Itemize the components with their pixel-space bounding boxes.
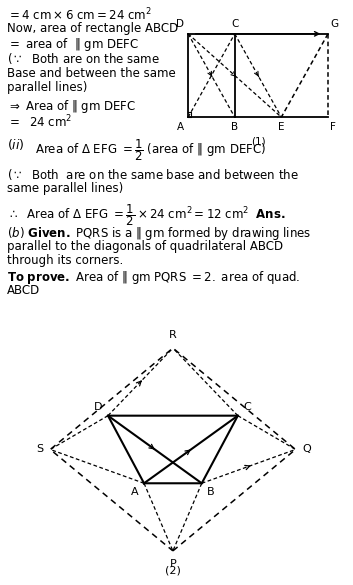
- Text: $=$ area of  $\|$ gm DEFC: $=$ area of $\|$ gm DEFC: [7, 36, 139, 53]
- Text: D: D: [94, 402, 102, 412]
- Text: $\Rightarrow$ Area of $\|$ gm DEFC: $\Rightarrow$ Area of $\|$ gm DEFC: [7, 98, 136, 115]
- Text: E: E: [278, 122, 285, 132]
- Text: $\therefore$  Area of $\Delta$ EFG $= \dfrac{1}{2} \times 24\ \mathsf{cm}^2 = 12: $\therefore$ Area of $\Delta$ EFG $= \df…: [7, 202, 286, 228]
- Text: B: B: [231, 122, 238, 132]
- Text: through its corners.: through its corners.: [7, 254, 123, 267]
- Text: Now, area of rectangle ABCD: Now, area of rectangle ABCD: [7, 22, 178, 35]
- Text: (2): (2): [165, 565, 181, 575]
- Text: C: C: [244, 402, 251, 412]
- Text: (1): (1): [251, 136, 265, 146]
- Text: $(\because$  Both are on the same: $(\because$ Both are on the same: [7, 51, 160, 67]
- Text: B: B: [207, 487, 214, 497]
- Text: $= 4\ \mathsf{cm} \times 6\ \mathsf{cm} = 24\ \mathsf{cm}^2$: $= 4\ \mathsf{cm} \times 6\ \mathsf{cm} …: [7, 7, 152, 23]
- Text: Area of $\Delta$ EFG $= \dfrac{1}{2}$ (area of $\|$ gm DEFC): Area of $\Delta$ EFG $= \dfrac{1}{2}$ (a…: [35, 137, 267, 163]
- Text: P: P: [169, 559, 176, 569]
- Text: R: R: [169, 329, 177, 340]
- Text: F: F: [330, 122, 336, 132]
- Text: Base and between the same: Base and between the same: [7, 67, 176, 80]
- Text: A: A: [131, 487, 139, 497]
- Text: Q: Q: [302, 445, 311, 455]
- Text: $(\mathit{ii})$: $(\mathit{ii})$: [7, 137, 25, 152]
- Text: $(\mathit{b})$ $\mathbf{Given.}$ PQRS is a $\|$ gm formed by drawing lines: $(\mathit{b})$ $\mathbf{Given.}$ PQRS is…: [7, 225, 311, 242]
- Text: $= \ \ 24\ \mathsf{cm}^2$: $= \ \ 24\ \mathsf{cm}^2$: [7, 113, 72, 130]
- Text: parallel lines): parallel lines): [7, 81, 88, 94]
- Text: D: D: [176, 19, 184, 29]
- Text: $(\because$  Both  are on the same base and between the: $(\because$ Both are on the same base an…: [7, 167, 299, 183]
- Text: C: C: [231, 19, 238, 29]
- Text: A: A: [177, 122, 184, 132]
- Text: same parallel lines): same parallel lines): [7, 182, 123, 195]
- Text: parallel to the diagonals of quadrilateral ABCD: parallel to the diagonals of quadrilater…: [7, 240, 283, 253]
- Text: ABCD: ABCD: [7, 284, 40, 297]
- Text: $\mathbf{To\ prove.}$ Area of $\|$ gm PQRS $= 2.$ area of quad.: $\mathbf{To\ prove.}$ Area of $\|$ gm PQ…: [7, 269, 300, 286]
- Text: G: G: [330, 19, 339, 29]
- Text: S: S: [37, 445, 44, 455]
